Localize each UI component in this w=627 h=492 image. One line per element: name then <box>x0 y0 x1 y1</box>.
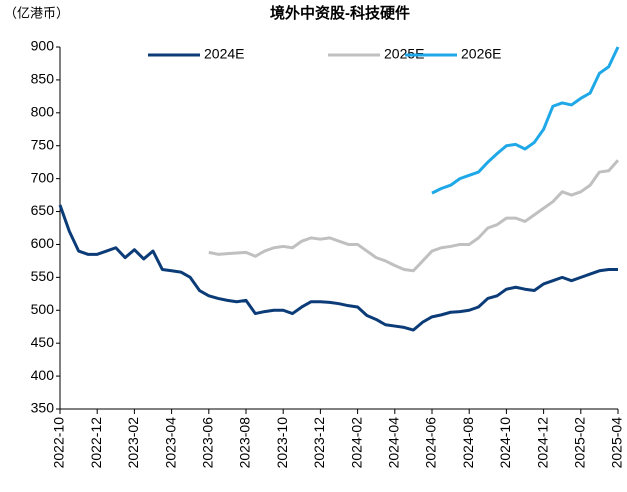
legend-label: 2024E <box>204 46 244 62</box>
x-tick-label: 2024-12 <box>534 417 550 469</box>
y-tick-label: 450 <box>31 334 55 350</box>
y-tick-label: 750 <box>31 136 55 152</box>
x-tick-label: 2025-02 <box>572 417 588 469</box>
series-line <box>208 159 620 273</box>
x-tick-label: 2024-06 <box>423 417 439 469</box>
x-tick-label: 2022-12 <box>88 417 104 469</box>
y-tick-label: 350 <box>31 400 55 416</box>
x-tick-label: 2023-06 <box>200 417 216 469</box>
y-tick-label: 900 <box>31 38 55 54</box>
x-tick-label: 2023-12 <box>311 417 327 469</box>
x-tick-label: 2023-08 <box>237 417 253 469</box>
chart-title: 境外中资股-科技硬件 <box>270 4 410 22</box>
y-tick-label: 550 <box>31 268 55 284</box>
unit-label: （亿港币） <box>4 5 69 20</box>
y-tick-label: 700 <box>31 169 55 185</box>
x-tick-label: 2024-04 <box>386 417 402 469</box>
y-tick-label: 800 <box>31 104 55 120</box>
y-tick-label: 500 <box>31 301 55 317</box>
x-tick-label: 2024-08 <box>460 417 476 469</box>
x-tick-label: 2023-10 <box>274 417 290 469</box>
y-tick-label: 850 <box>31 71 55 87</box>
x-tick-label: 2025-04 <box>609 417 625 469</box>
y-tick-label: 400 <box>31 367 55 383</box>
y-tick-label: 650 <box>31 202 55 218</box>
series-line <box>58 204 618 332</box>
y-tick-label: 600 <box>31 235 55 251</box>
series-line <box>431 46 620 195</box>
x-tick-label: 2023-02 <box>125 417 141 469</box>
x-tick-label: 2023-04 <box>162 417 178 469</box>
x-tick-label: 2024-10 <box>497 417 513 469</box>
legend-label: 2025E <box>384 46 424 62</box>
x-tick-label: 2022-10 <box>51 417 67 469</box>
legend-label: 2026E <box>461 46 501 62</box>
x-tick-label: 2024-02 <box>348 417 364 469</box>
